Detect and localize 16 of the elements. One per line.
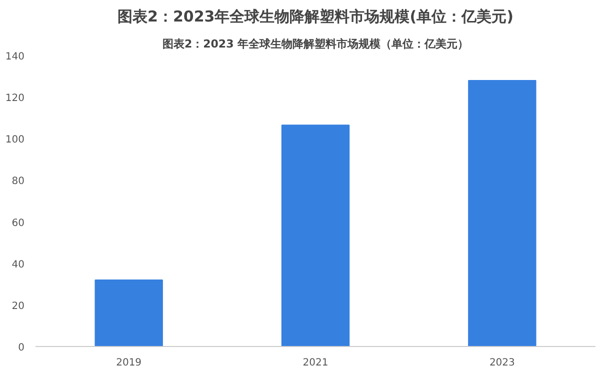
- chart-title: 图表2：2023年全球生物降解塑料市场规模(单位：亿美元): [118, 8, 514, 26]
- y-tick-label: 120: [5, 93, 25, 104]
- y-tick-label: 140: [5, 52, 25, 62]
- y-tick-label: 0: [18, 342, 25, 354]
- chart-subtitle: 图表2：2023 年全球生物降解塑料市场规模（单位：亿美元）: [162, 38, 469, 50]
- bar: [94, 279, 163, 346]
- y-tick-label: 100: [5, 134, 25, 146]
- y-tick-label: 20: [12, 300, 25, 312]
- bar: [281, 124, 350, 346]
- y-tick-label: 80: [12, 176, 25, 188]
- y-tick-label: 60: [12, 218, 25, 229]
- bar: [468, 80, 536, 346]
- x-tick-label: 2023: [489, 358, 515, 368]
- x-tick-label: 2019: [116, 358, 142, 368]
- x-tick-label: 2021: [302, 358, 328, 368]
- y-tick-label: 40: [12, 259, 25, 270]
